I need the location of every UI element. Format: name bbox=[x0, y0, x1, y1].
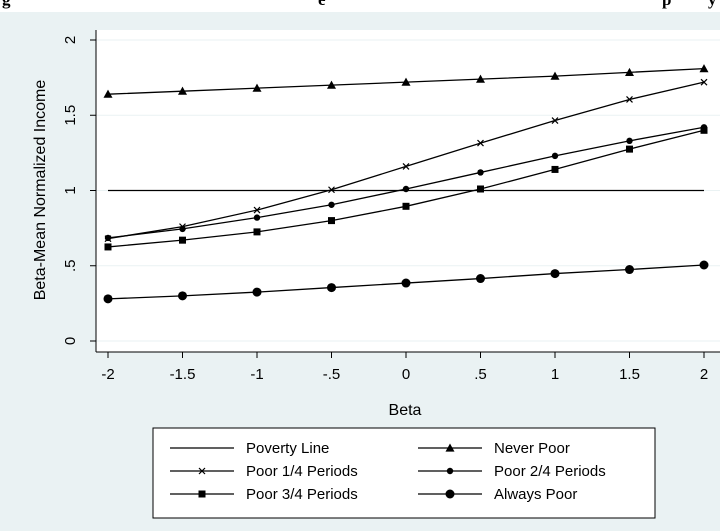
x-tick-label-6: 1 bbox=[551, 366, 559, 383]
point-poor-3-4-periods-7 bbox=[626, 145, 633, 153]
point-always-poor-2 bbox=[252, 287, 262, 297]
legend-marker-poor-2-4-periods bbox=[446, 467, 454, 475]
x-tick-label-8: 2 bbox=[700, 366, 708, 383]
legend-marker-always-poor bbox=[445, 489, 455, 499]
point-poor-2-4-periods-4 bbox=[402, 185, 410, 193]
series-always-poor bbox=[103, 260, 709, 304]
axes: 0 .5 1 1.5 2 -2 -1.5 -1 -.5 0 .5 1 1.5 2 bbox=[62, 30, 720, 383]
point-poor-3-4-periods-4 bbox=[402, 202, 410, 210]
y-tick-label-0: 0 bbox=[62, 337, 79, 345]
point-never-poor-4 bbox=[401, 77, 411, 86]
legend-item-always-poor: Always Poor bbox=[418, 486, 577, 503]
x-tick-label-1: -1.5 bbox=[170, 366, 196, 383]
header-fragment: g e p y bbox=[0, 0, 720, 22]
legend-box bbox=[152, 427, 656, 519]
point-never-poor-7 bbox=[625, 67, 634, 76]
point-poor-2-4-periods-7 bbox=[626, 137, 633, 145]
legend-marker-poor-1-4-periods-stroke-b bbox=[198, 467, 206, 475]
legend-item-poverty-line: Poverty Line bbox=[170, 440, 329, 457]
x-tick-label-5: .5 bbox=[474, 366, 487, 383]
x-tick-label-4: 0 bbox=[402, 366, 410, 383]
point-poor-1-4-periods-7 bbox=[626, 96, 633, 103]
point-poor-1-4-periods-7-stroke-b bbox=[626, 96, 633, 103]
point-always-poor-7 bbox=[625, 265, 634, 275]
point-poor-1-4-periods-2-stroke-b bbox=[253, 206, 261, 214]
point-never-poor-8 bbox=[699, 64, 709, 73]
legend-marker-poor-3-4-periods bbox=[198, 490, 206, 498]
legend-label-always-poor: Always Poor bbox=[494, 486, 577, 503]
point-poor-3-4-periods-3 bbox=[328, 217, 335, 225]
point-never-poor-1 bbox=[178, 86, 187, 95]
point-poor-3-4-periods-0 bbox=[104, 243, 112, 251]
legend-label-poor-1-4-periods: Poor 1/4 Periods bbox=[246, 463, 358, 480]
y-tick-label-1: .5 bbox=[62, 259, 79, 272]
point-poor-1-4-periods-5 bbox=[477, 139, 484, 147]
point-poor-2-4-periods-2 bbox=[253, 214, 261, 221]
point-poor-3-4-periods-5 bbox=[477, 185, 484, 193]
point-never-poor-3 bbox=[327, 80, 336, 89]
y-axis-label: Beta-Mean Normalized Income bbox=[32, 80, 49, 301]
point-poor-2-4-periods-0 bbox=[104, 234, 112, 242]
legend-item-poor-3-4-periods: Poor 3/4 Periods bbox=[170, 486, 358, 503]
point-poor-1-4-periods-6-stroke-b bbox=[551, 117, 559, 124]
point-poor-1-4-periods-4-stroke-b bbox=[402, 162, 410, 170]
point-never-poor-5 bbox=[476, 74, 485, 83]
point-always-poor-4 bbox=[401, 278, 411, 288]
point-poor-2-4-periods-1 bbox=[179, 225, 186, 233]
point-never-poor-2 bbox=[252, 83, 262, 92]
y-tick-label-4: 2 bbox=[62, 36, 79, 44]
point-poor-1-4-periods-8-stroke-b bbox=[700, 78, 708, 86]
point-poor-1-4-periods-2 bbox=[253, 206, 261, 214]
legend: Poverty Line Never Poor Poor 1/4 Periods Po… bbox=[152, 427, 656, 519]
point-poor-3-4-periods-6 bbox=[551, 165, 559, 173]
legend-label-poverty-line: Poverty Line bbox=[246, 440, 329, 457]
point-always-poor-0 bbox=[103, 294, 113, 304]
point-poor-1-4-periods-5-stroke-b bbox=[477, 139, 484, 147]
point-poor-1-4-periods-8 bbox=[700, 78, 708, 86]
legend-label-poor-2-4-periods: Poor 2/4 Periods bbox=[494, 463, 606, 480]
point-poor-1-4-periods-6 bbox=[551, 117, 559, 124]
y-tick-label-3: 1.5 bbox=[62, 105, 79, 126]
point-poor-3-4-periods-2 bbox=[253, 228, 261, 236]
x-tick-label-0: -2 bbox=[101, 366, 114, 383]
legend-label-never-poor: Never Poor bbox=[494, 440, 570, 457]
point-never-poor-0 bbox=[103, 89, 113, 98]
point-poor-2-4-periods-5 bbox=[477, 169, 484, 176]
series-poor-3-4-periods bbox=[104, 126, 708, 251]
point-poor-3-4-periods-1 bbox=[179, 236, 186, 244]
x-tick-label-3: -.5 bbox=[323, 366, 341, 383]
series-lines bbox=[103, 64, 709, 304]
header-fragment-right: p bbox=[662, 0, 671, 10]
legend-marker-never-poor bbox=[445, 443, 455, 452]
point-poor-2-4-periods-6 bbox=[551, 152, 559, 160]
point-always-poor-3 bbox=[327, 283, 336, 293]
x-tick-label-2: -1 bbox=[250, 366, 263, 383]
point-poor-1-4-periods-3-stroke-b bbox=[328, 186, 335, 194]
point-poor-3-4-periods-8 bbox=[700, 126, 708, 134]
point-always-poor-8 bbox=[699, 260, 709, 270]
y-tick-label-2: 1 bbox=[62, 186, 79, 194]
header-fragment-left: g bbox=[2, 0, 11, 10]
x-tick-label-7: 1.5 bbox=[619, 366, 640, 383]
legend-label-poor-3-4-periods: Poor 3/4 Periods bbox=[246, 486, 358, 503]
point-never-poor-6 bbox=[550, 71, 560, 80]
series-poor-2-4-periods bbox=[104, 124, 708, 242]
series-never-poor bbox=[103, 64, 709, 98]
point-always-poor-5 bbox=[476, 274, 485, 284]
legend-item-never-poor: Never Poor bbox=[418, 440, 570, 457]
header-fragment-right-2: y bbox=[708, 0, 717, 10]
legend-item-poor-1-4-periods: Poor 1/4 Periods bbox=[170, 463, 358, 480]
point-always-poor-1 bbox=[178, 291, 187, 301]
point-always-poor-6 bbox=[550, 269, 560, 279]
x-axis-label: Beta bbox=[389, 402, 422, 419]
point-poor-1-4-periods-4 bbox=[402, 162, 410, 170]
point-poor-1-4-periods-3 bbox=[328, 186, 335, 194]
legend-item-poor-2-4-periods: Poor 2/4 Periods bbox=[418, 463, 606, 480]
header-fragment-middle: e bbox=[318, 0, 326, 10]
point-poor-2-4-periods-3 bbox=[328, 201, 335, 208]
legend-marker-poor-1-4-periods bbox=[198, 467, 206, 475]
